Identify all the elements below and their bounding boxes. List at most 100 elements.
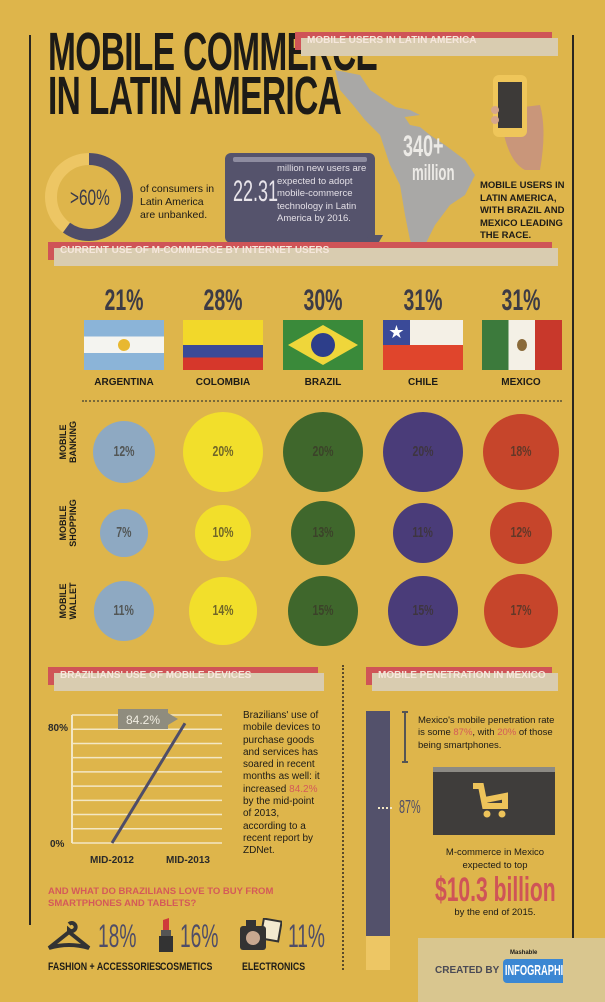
bubble-label: 14% <box>212 602 234 620</box>
pct-chile: 31% <box>403 284 443 317</box>
bubble-chile-wallet: 15% <box>388 576 458 646</box>
cosmetics-label: COSMETICS <box>160 961 213 973</box>
unbanked-donut <box>45 153 133 241</box>
country-mexico: MEXICO <box>501 377 541 388</box>
fashion-label: FASHION + ACCESSORIES <box>48 961 161 973</box>
bubble-argentina-wallet: 11% <box>94 581 154 641</box>
penetration-bar-fill <box>366 711 390 937</box>
bubble-colombia-banking: 20% <box>182 411 264 493</box>
bubble-label: 20% <box>312 443 334 461</box>
lipstick-icon <box>159 918 173 952</box>
bubble-argentina-banking: 12% <box>92 420 156 484</box>
section-header-brazil: BRAZILIANS' USE OF MOBILE DEVICES <box>48 667 324 691</box>
new-users-box: 22.31 million new users are expected to … <box>225 153 384 249</box>
brazil-paragraph: Brazilians' use of mobile devices to pur… <box>243 710 321 857</box>
bubble-label: 11% <box>412 524 434 542</box>
bubble-mexico-shopping: 12% <box>489 501 553 565</box>
country-argentina: ARGENTINA <box>94 377 154 388</box>
pct-argentina: 21% <box>104 284 144 317</box>
unbanked-text: of consumers in Latin America are unbank… <box>140 183 215 221</box>
bubble-colombia-shopping: 10% <box>194 504 252 562</box>
row-label-shopping: MOBILE SHOPPING <box>58 499 78 547</box>
flag-mexico <box>482 320 562 370</box>
row-label-wallet: MOBILE WALLET <box>58 582 78 620</box>
unbanked-arc <box>45 153 133 241</box>
bubble-label: 20% <box>412 443 434 461</box>
infographics-logo[interactable]: INFOGRAPHICS <box>503 959 563 983</box>
mcommerce-amount-wrap: $10.3 billion <box>395 871 595 910</box>
series-line <box>110 722 187 844</box>
bubble-brazil-shopping: 13% <box>290 500 356 566</box>
bubble-label: 11% <box>113 602 135 620</box>
row-label-banking: MOBILE BANKING <box>58 421 78 463</box>
country-colombia: COLOMBIA <box>195 377 251 388</box>
hanger-icon <box>47 921 91 950</box>
divider <box>82 400 562 402</box>
penetration-label: 87% <box>399 797 421 817</box>
bubble-chile-shopping: 11% <box>393 503 453 563</box>
right-border <box>572 35 574 300</box>
flag-argentina <box>84 320 164 370</box>
pct-brazil: 30% <box>303 284 343 317</box>
brazil-question: AND WHAT DO BRAZILIANS LOVE TO BUY FROM … <box>48 886 274 909</box>
fashion-pct: 18% <box>98 918 137 954</box>
unbanked-value: >60% <box>70 185 110 210</box>
credit-box: CREATED BY Mashable INFOGRAPHICS <box>418 938 605 1002</box>
bubble-label: 18% <box>510 443 532 461</box>
map-unit: million <box>412 160 455 185</box>
country-brazil: BRAZIL <box>304 377 342 388</box>
section-header-current-use: CURRENT USE OF M-COMMERCE BY INTERNET US… <box>48 242 558 266</box>
bubble-colombia-wallet: 14% <box>189 577 257 645</box>
mcommerce-date: by the end of 2015. <box>454 907 536 918</box>
flag-chile: ★ <box>383 320 463 370</box>
bubble-mexico-banking: 18% <box>482 413 560 491</box>
callout-box <box>118 709 168 729</box>
bubble-label: 15% <box>412 602 434 620</box>
map-value: 340+ <box>403 130 444 163</box>
bubble-brazil-wallet: 15% <box>288 576 358 646</box>
electronics-label: ELECTRONICS <box>242 961 306 973</box>
mexico-paragraph: Mexico's mobile penetration rate is some… <box>418 715 555 751</box>
penetration-bar <box>366 711 390 970</box>
left-border <box>29 35 31 925</box>
browser-cart-icon <box>433 767 555 835</box>
country-chile: CHILE <box>408 377 438 388</box>
latin-america-map-icon <box>335 70 475 253</box>
mobile-users-side-text: MOBILE USERS IN LATIN AMERICA, WITH BRAZ… <box>480 180 565 241</box>
ytick-0: 0% <box>50 839 65 850</box>
flag-brazil <box>283 320 363 370</box>
ytick-80: 80% <box>48 723 68 734</box>
bar-pointer <box>378 807 392 809</box>
bubble-mexico-wallet: 17% <box>483 573 559 649</box>
bubble-brazil-banking: 20% <box>282 411 364 493</box>
mcommerce-amount: $10.3 billion <box>434 871 556 909</box>
bubble-label: 17% <box>510 602 532 620</box>
bubble-label: 7% <box>116 524 132 542</box>
bubble-label: 15% <box>312 602 334 620</box>
phone-hand-icon <box>491 75 544 170</box>
new-users-value: 22.31 <box>233 175 279 208</box>
bracket <box>402 711 408 763</box>
bubble-label: 20% <box>212 443 234 461</box>
electronics-pct: 11% <box>288 918 326 954</box>
xtick-2012: MID-2012 <box>90 855 134 866</box>
right-border-lower <box>572 300 574 955</box>
camera-photo-icon <box>240 918 282 950</box>
section-header-mexico: MOBILE PENETRATION IN MEXICO <box>366 667 558 691</box>
mcommerce-text: M-commerce in Mexico expected to top <box>445 847 545 871</box>
cosmetics-pct: 16% <box>180 918 219 954</box>
bubble-chile-banking: 20% <box>382 411 464 493</box>
bubble-argentina-shopping: 7% <box>100 509 148 557</box>
new-users-text: million new users are expected to adopt … <box>277 163 367 224</box>
bubble-label: 10% <box>212 524 234 542</box>
created-by: CREATED BY <box>435 965 500 976</box>
pct-mexico: 31% <box>501 284 541 317</box>
brazil-line-chart: 80% 0% 84.2% MID-2012 MID-2013 <box>48 709 222 866</box>
bubble-label: 13% <box>312 524 334 542</box>
flag-colombia <box>183 320 263 370</box>
brand-small: Mashable <box>510 950 538 956</box>
callout-label: 84.2% <box>126 713 160 727</box>
section-divider <box>342 665 344 970</box>
xtick-2013: MID-2013 <box>166 855 210 866</box>
pct-colombia: 28% <box>203 284 243 317</box>
